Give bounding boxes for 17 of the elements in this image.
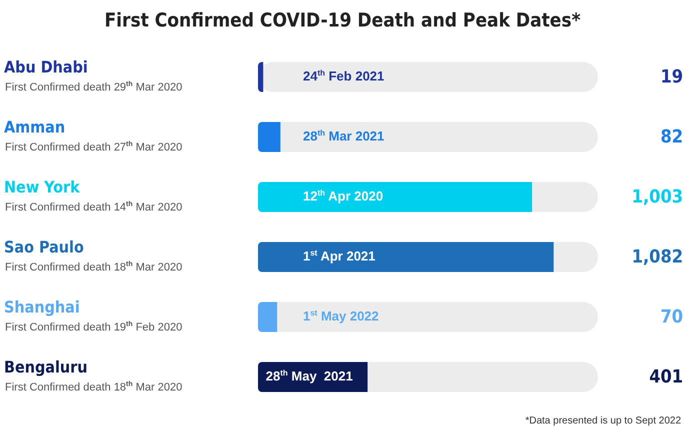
y-tick-label: Abu Dhabi xyxy=(4,58,88,76)
y-tick-label: Sao Paulo xyxy=(4,238,84,256)
data-label: 70 xyxy=(660,306,683,328)
bar xyxy=(258,122,280,152)
data-label: 1,003 xyxy=(632,186,683,208)
bar xyxy=(258,62,264,92)
data-label: 82 xyxy=(660,126,683,148)
chart-title: First Confirmed COVID-19 Death and Peak Dates* xyxy=(104,10,581,32)
data-label: 1,082 xyxy=(632,246,683,268)
y-tick-label: Amman xyxy=(4,118,66,136)
data-label: 19 xyxy=(660,66,683,88)
bar xyxy=(258,302,278,332)
y-tick-label: Shanghai xyxy=(4,298,80,316)
data-label: 401 xyxy=(649,366,683,388)
y-tick-label: Bengaluru xyxy=(4,358,88,376)
y-tick-label: New York xyxy=(4,178,80,196)
text: *Data presented is up to Sept 2022 xyxy=(525,416,682,426)
